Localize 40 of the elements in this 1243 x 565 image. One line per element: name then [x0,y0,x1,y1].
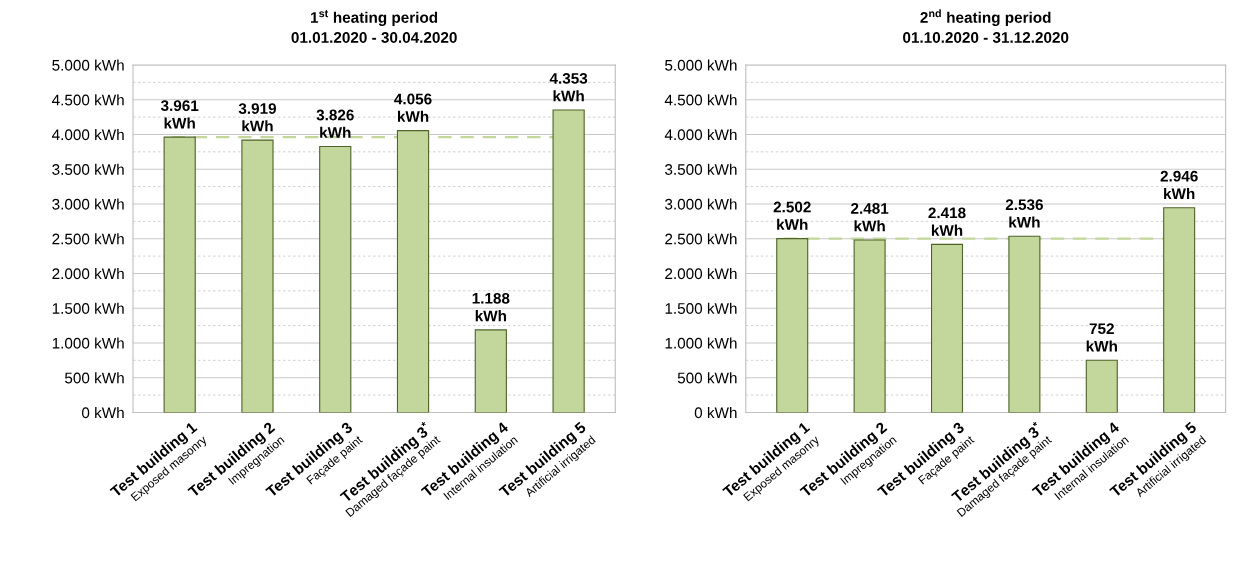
y-tick-label: 500 kWh [677,372,737,384]
y-tick-label: 4.000 kWh [51,128,124,141]
y-tick-label: 1.000 kWh [665,337,737,349]
data-label: 3.961 kWh [160,100,199,129]
data-label: 2.536 kWh [1005,199,1043,228]
data-label: 4.056 kWh [394,93,432,122]
data-label: 2.418 kWh [928,207,966,236]
data-label: 3.826 kWh [316,109,354,138]
data-label: 2.946 kWh [1160,170,1198,199]
data-label: 4.353 kWh [549,72,588,102]
y-tick-label: 3.000 kWh [665,198,737,210]
y-tick-label: 3.500 kWh [665,163,737,175]
y-tick-label: 5.000 kWh [52,59,124,71]
y-tick-label: 2.500 kWh [52,233,124,245]
y-tick-label: 1.500 kWh [52,302,124,314]
y-tick-label: 0 kWh [694,406,737,419]
y-tick-label: 1.000 kWh [52,337,124,349]
y-tick-label: 500 kWh [64,372,124,384]
y-tick-label: 2.000 kWh [52,267,124,280]
y-tick-label: 3.500 kWh [52,163,124,175]
bar [930,243,964,413]
data-label: 752 kWh [1086,323,1117,352]
y-tick-label: 5.000 kWh [665,59,737,71]
y-tick-label: 3.000 kWh [52,198,124,210]
y-tick-label: 4.000 kWh [664,128,737,141]
chart-title: 1$^{st}$ heating period 01.01.2020 - 30.04.2020 [291,10,457,43]
bar [474,329,507,413]
y-tick-label: 4.500 kWh [664,94,737,106]
y-tick-label: 2.000 kWh [665,267,737,280]
chart-title: 2$^{nd}$ heating period 01.10.2020 - 31.12.2020 [903,9,1069,43]
y-tick-label: 4.500 kWh [51,94,124,106]
data-label: 2.502 kWh [773,201,811,230]
y-tick-label: 1.500 kWh [665,302,737,314]
data-label: 1.188 kWh [472,292,510,322]
y-tick-label: 0 kWh [81,406,124,419]
bar [1085,359,1118,413]
bar [319,146,352,413]
data-label: 3.919 kWh [238,103,277,132]
data-label: 2.481 kWh [851,203,889,232]
y-tick-label: 2.500 kWh [665,233,737,245]
